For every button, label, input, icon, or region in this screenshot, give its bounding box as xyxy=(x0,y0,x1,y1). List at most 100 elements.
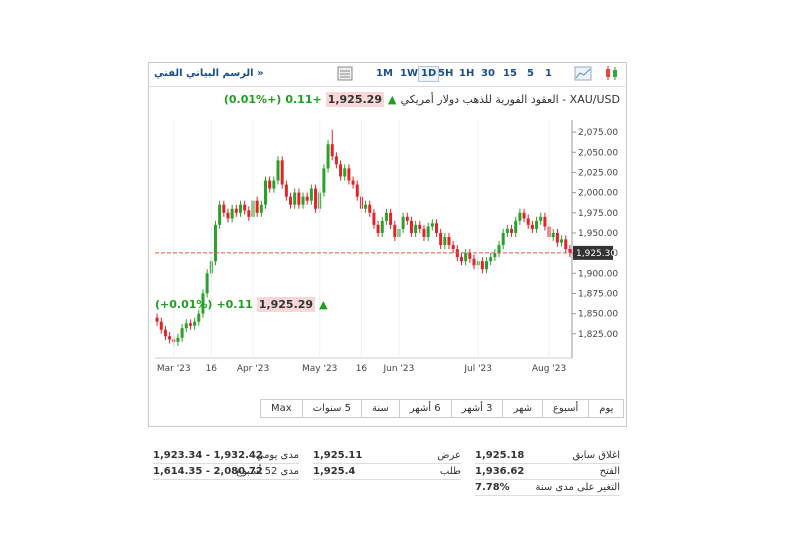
stat-row: طلب 1,925.4 xyxy=(313,464,461,480)
last-price: 1,925.29 xyxy=(325,92,384,107)
stat-label: عرض xyxy=(437,450,461,461)
stat-value: 1,936.62 xyxy=(475,466,525,477)
candle-body xyxy=(409,220,413,233)
interval-button[interactable]: 5H xyxy=(438,68,454,79)
candle-body xyxy=(480,261,484,270)
interval-button[interactable]: 1 xyxy=(545,68,552,79)
candle-body xyxy=(364,204,368,209)
candle-body xyxy=(368,204,372,213)
y-tick-label: 1,900.00 xyxy=(578,269,618,279)
range-buttons: يوم أسبوع شهر 3 أشهر 6 أشهر سنة 5 سنوات Max xyxy=(260,399,625,418)
interval-button[interactable]: 15 xyxy=(503,68,517,79)
candle-body xyxy=(564,239,568,250)
stat-value: 1,925.4 xyxy=(313,466,356,477)
stat-value: 7.78% xyxy=(475,482,510,493)
candle-body xyxy=(493,253,497,258)
range-button[interactable]: 3 أشهر xyxy=(450,400,503,417)
candle-body xyxy=(434,223,438,233)
x-tick-label: Apr '23 xyxy=(237,364,269,374)
candle-body xyxy=(351,180,355,185)
y-tick-label: 2,075.00 xyxy=(578,128,618,138)
candle-body xyxy=(372,212,376,225)
interval-button[interactable]: 5 xyxy=(527,68,534,79)
candle-body xyxy=(201,293,205,314)
candle-chart-icon[interactable] xyxy=(604,65,620,82)
range-button[interactable]: Max xyxy=(271,403,292,414)
hover-info: (+0.01%) +0.11 1,925.29 ▲ xyxy=(155,297,328,312)
stat-row: اغلاق سابق 1,925.18 xyxy=(475,448,620,464)
candle-body xyxy=(555,232,559,243)
candle-body xyxy=(522,212,526,219)
range-button[interactable]: 5 سنوات xyxy=(301,400,361,417)
price-tag xyxy=(573,245,613,260)
stat-label: اغلاق سابق xyxy=(572,450,620,461)
candle-body xyxy=(530,224,534,229)
candle-body xyxy=(222,204,226,213)
candle-body xyxy=(343,168,347,177)
stat-label: طلب xyxy=(439,466,461,477)
candle-body xyxy=(501,232,505,246)
candle-body xyxy=(539,216,543,221)
candle-body xyxy=(568,249,572,253)
range-button[interactable]: 6 أشهر xyxy=(398,400,451,417)
x-tick-label: Mar '23 xyxy=(157,364,191,374)
y-tick-label: 1,975.00 xyxy=(578,209,618,219)
y-tick-label: 2,025.00 xyxy=(578,168,618,178)
candle-body xyxy=(443,236,447,246)
candle-body xyxy=(272,180,276,189)
candle-body xyxy=(264,180,268,205)
candle-body xyxy=(322,168,326,193)
area-chart-icon[interactable] xyxy=(574,66,592,81)
candle-body xyxy=(309,188,313,201)
candle-body xyxy=(355,184,359,197)
widget xyxy=(148,62,627,427)
candle-body xyxy=(268,180,272,189)
candle-body xyxy=(226,212,230,219)
interval-button[interactable]: 1D xyxy=(418,66,440,82)
candle-body xyxy=(339,164,343,177)
candle-body xyxy=(197,313,201,322)
x-tick-label: Aug '23 xyxy=(532,364,566,374)
candle-body xyxy=(514,220,518,233)
range-button[interactable]: يوم xyxy=(588,400,623,417)
x-tick-label: Jun '23 xyxy=(383,364,415,374)
range-button[interactable]: سنة xyxy=(361,400,399,417)
x-tick-label: 16 xyxy=(206,364,218,374)
up-arrow: ▲ xyxy=(387,93,397,106)
interval-button[interactable]: 30 xyxy=(481,68,495,79)
candle-body xyxy=(380,220,384,233)
stat-value: 1,614.35 - 2,080.72 xyxy=(153,466,263,477)
table-icon[interactable] xyxy=(337,66,353,81)
stat-label: الفتح xyxy=(599,466,620,477)
candle-body xyxy=(347,168,351,181)
interval-button[interactable]: 1W xyxy=(400,68,418,79)
candle-body xyxy=(489,257,493,262)
candle-body xyxy=(422,228,426,237)
stat-value: 1,925.11 xyxy=(313,450,363,461)
interval-button[interactable]: 1H xyxy=(459,68,475,79)
stat-label: مدى 52 أسبوع xyxy=(236,466,299,477)
y-tick-label: 1,825.00 xyxy=(578,330,618,340)
candle-body xyxy=(247,210,251,217)
candle-body xyxy=(159,321,163,330)
candle-body xyxy=(180,328,184,338)
technical-chart-link[interactable]: الرسم البياني الفني » xyxy=(154,68,264,79)
stat-row: مدى يومي 1,923.34 - 1,932.42 xyxy=(153,448,299,464)
candle-body xyxy=(464,253,468,262)
hover-change: +0.11 xyxy=(216,298,253,311)
candle-body xyxy=(393,224,397,237)
candle-body xyxy=(334,156,338,165)
candle-body xyxy=(168,336,172,340)
candle-body xyxy=(468,253,472,259)
candle-body xyxy=(384,212,388,221)
candle-body xyxy=(451,245,455,250)
range-button[interactable]: شهر xyxy=(502,400,542,417)
hover-price: 1,925.29 xyxy=(256,297,316,312)
candle-body xyxy=(193,321,197,326)
candle-body xyxy=(439,232,443,246)
candle-body xyxy=(485,261,489,270)
interval-button[interactable]: 1M xyxy=(376,68,393,79)
candle-body xyxy=(314,188,318,209)
range-button[interactable]: أسبوع xyxy=(541,400,588,417)
y-tick-label: 2,050.00 xyxy=(578,148,618,158)
